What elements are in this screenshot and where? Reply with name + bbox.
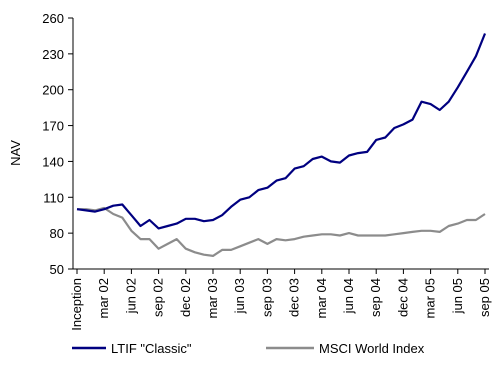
- y-tick-label: 140: [42, 154, 64, 169]
- x-tick-label: mar 02: [96, 278, 111, 318]
- x-tick-label: Inception: [69, 278, 84, 331]
- x-tick-label: mar 03: [205, 278, 220, 318]
- x-tick-label: jun 02: [123, 278, 138, 314]
- y-axis-label: NAV: [8, 140, 23, 166]
- x-tick-label: sep 05: [477, 278, 492, 317]
- series-line-0: [76, 33, 487, 230]
- y-tick-label: 260: [42, 11, 64, 26]
- x-tick-label: dec 03: [287, 278, 302, 317]
- x-axis-ticks: Inception mar 02 jun 02 sep 02 dec 02 mar 03 j…: [69, 269, 492, 331]
- series-lines: [76, 33, 487, 257]
- x-tick-label: dec 04: [395, 278, 410, 317]
- y-axis-ticks: 50 80 110 140 170 200 230 260: [42, 11, 73, 277]
- x-tick-label: dec 02: [178, 278, 193, 317]
- x-tick-label: sep 02: [151, 278, 166, 317]
- y-tick-label: 200: [42, 83, 64, 98]
- y-tick-label: 170: [42, 119, 64, 134]
- x-tick-label: mar 05: [423, 278, 438, 318]
- series-line-1: [77, 206, 486, 257]
- y-tick-label: 80: [50, 226, 64, 241]
- legend-label-1: MSCI World Index: [319, 341, 425, 356]
- legend-label-0: LTIF "Classic": [111, 341, 192, 356]
- axes: [72, 18, 489, 270]
- y-tick-label: 230: [42, 47, 64, 62]
- x-tick-label: jun 03: [232, 278, 247, 314]
- x-tick-label: sep 04: [368, 278, 383, 317]
- x-tick-label: jun 05: [450, 278, 465, 314]
- y-tick-label: 50: [50, 262, 64, 277]
- x-tick-label: mar 04: [314, 278, 329, 318]
- legend: LTIF "Classic" MSCI World Index: [72, 341, 425, 356]
- x-tick-label: jun 04: [341, 278, 356, 314]
- y-tick-label: 110: [43, 190, 64, 205]
- x-tick-label: sep 03: [259, 278, 274, 317]
